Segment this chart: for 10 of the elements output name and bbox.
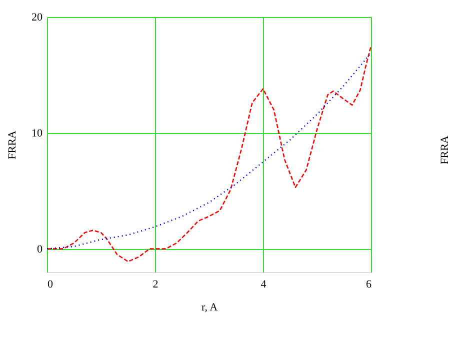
y-tick-label: 20: [32, 12, 43, 24]
y-tick-label: 0: [37, 243, 43, 256]
x-tick-label: 6: [366, 278, 372, 290]
x-tick-label: 4: [260, 278, 267, 290]
x-tick-label: 2: [152, 278, 158, 290]
x-axis-title: r, A: [201, 302, 218, 314]
x-tick-label: 0: [48, 278, 54, 290]
text: FRRA: [439, 136, 451, 164]
y-axis-title: FRRA: [6, 130, 18, 160]
y-tick-label: 10: [32, 127, 43, 140]
